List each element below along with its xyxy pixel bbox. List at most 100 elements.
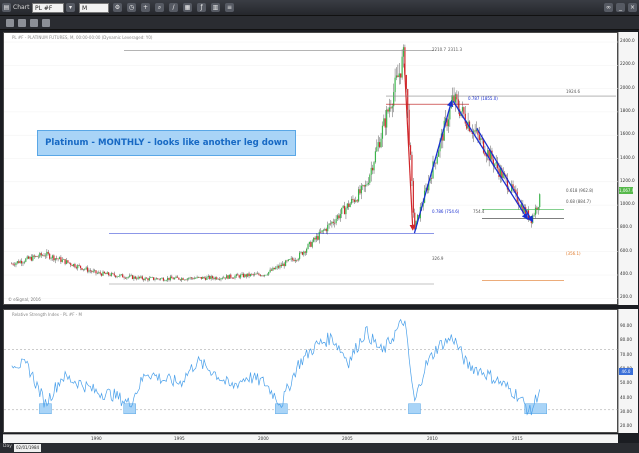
candle-body	[439, 140, 441, 152]
x-tick-label: 2005	[342, 436, 353, 441]
candle-body	[342, 205, 344, 208]
candle-body	[536, 207, 538, 210]
candle-body	[140, 276, 142, 278]
candle-body	[47, 251, 49, 254]
rsi-panel[interactable]: Relative Strength Index - PL #F - M	[3, 309, 619, 433]
candle-body	[255, 273, 257, 275]
rsi-low-highlight	[524, 403, 547, 415]
line-tool-icon[interactable]	[18, 19, 26, 27]
price-chart-panel[interactable]: PL #F - PLATINUM FUTURES, M, 00:00-00:00…	[3, 32, 619, 305]
candle-body	[131, 275, 134, 279]
minimize-icon[interactable]: _	[616, 3, 625, 12]
draw-icon[interactable]: /	[169, 3, 178, 12]
candle-body	[314, 237, 316, 240]
price-tick-label: 1800.0	[620, 107, 635, 113]
candle-body	[388, 107, 391, 112]
candle-body	[64, 259, 66, 264]
candle-body	[474, 130, 476, 132]
candle-body	[335, 218, 337, 224]
candle-body	[272, 267, 274, 271]
candle-body	[168, 277, 170, 280]
candle-body	[164, 280, 166, 282]
chart-annotation[interactable]: Platinum - MONTHLY - looks like another …	[37, 130, 296, 156]
candle-body	[454, 94, 457, 103]
candle-body	[176, 276, 179, 278]
candle-body	[277, 266, 280, 268]
candle-body	[162, 278, 164, 281]
candle-body	[357, 189, 360, 202]
gear-icon[interactable]: ⚙	[113, 3, 122, 12]
candle-body	[109, 275, 111, 276]
level-label-2008-low: 754.4	[473, 209, 485, 214]
candle-body	[217, 279, 219, 280]
candle-body	[372, 167, 374, 171]
candle-body	[407, 89, 409, 110]
candle-body	[133, 276, 135, 279]
candle-body	[70, 263, 72, 266]
link-icon[interactable]: ∞	[604, 3, 613, 12]
rsi-last-badge: 46.0	[619, 368, 633, 375]
candle-body	[33, 255, 35, 257]
candle-body	[150, 277, 152, 279]
candle-body	[148, 277, 150, 281]
price-y-axis[interactable]: 2400.0 2200.0 2000.0 1800.0 1600.0 1400.0 1200…	[618, 32, 638, 305]
candle-body	[397, 75, 399, 78]
candle-body	[386, 109, 388, 128]
candle-body	[310, 241, 312, 247]
candle-body	[141, 276, 143, 280]
time-x-axis[interactable]: 1990 1995 2000 2005 2010 2015	[3, 434, 618, 443]
candle-body	[263, 274, 266, 276]
fib-tool-icon[interactable]	[30, 19, 38, 27]
fx-icon[interactable]: ƒ	[197, 3, 206, 12]
candle-body	[488, 150, 490, 161]
candle-body	[16, 261, 18, 263]
crosshair-icon[interactable]: +	[141, 3, 150, 12]
price-tick-label: 2000.0	[620, 84, 635, 90]
candle-body	[249, 274, 252, 277]
candle-body	[20, 260, 23, 264]
candle-body	[401, 56, 403, 78]
rsi-chart-svg	[4, 318, 619, 416]
candle-body	[339, 213, 341, 219]
calendar-icon[interactable]: ▦	[183, 3, 192, 12]
rsi-panel-title: Relative Strength Index - PL #F - M	[12, 312, 82, 317]
candle-body	[283, 263, 285, 267]
trend-arrow-rally	[413, 99, 454, 234]
candle-body	[181, 278, 183, 281]
candle-body	[374, 151, 377, 163]
candle-body	[119, 274, 121, 277]
dropdown-icon[interactable]: ▾	[66, 3, 75, 12]
candle-body	[108, 272, 110, 276]
chart-icon[interactable]: ▤	[2, 3, 11, 12]
candle-body	[456, 94, 458, 100]
cursor-tool-icon[interactable]	[6, 19, 14, 27]
candle-body	[214, 277, 216, 280]
level-label-top-a: 2210.7	[432, 47, 446, 52]
candle-body	[482, 139, 485, 153]
candle-body	[78, 265, 80, 266]
layout-icon[interactable]: ▥	[211, 3, 220, 12]
candle-body	[50, 258, 52, 259]
candle-body	[158, 278, 160, 280]
candle-body	[313, 237, 315, 242]
candle-body	[461, 107, 464, 112]
candle-body	[218, 279, 221, 280]
candle-body	[244, 274, 246, 278]
candle-body	[453, 95, 455, 103]
close-icon[interactable]: ×	[628, 3, 637, 12]
interval-icon[interactable]: ◷	[127, 3, 136, 12]
status-date[interactable]: 02/01/1984	[14, 444, 42, 452]
text-tool-icon[interactable]	[42, 19, 50, 27]
interval-input[interactable]: M	[79, 3, 109, 13]
zoom-icon[interactable]: ⌕	[155, 3, 164, 12]
level-label-top-b: 2311.3	[448, 47, 462, 52]
candle-body	[304, 251, 306, 253]
settings-icon[interactable]: ≡	[225, 3, 234, 12]
candle-body	[287, 259, 289, 261]
candle-body	[325, 228, 327, 232]
price-tick-label: 800.0	[620, 224, 632, 230]
symbol-input[interactable]: PL #F	[32, 3, 64, 13]
candle-body	[28, 256, 30, 259]
candle-body	[167, 277, 169, 281]
